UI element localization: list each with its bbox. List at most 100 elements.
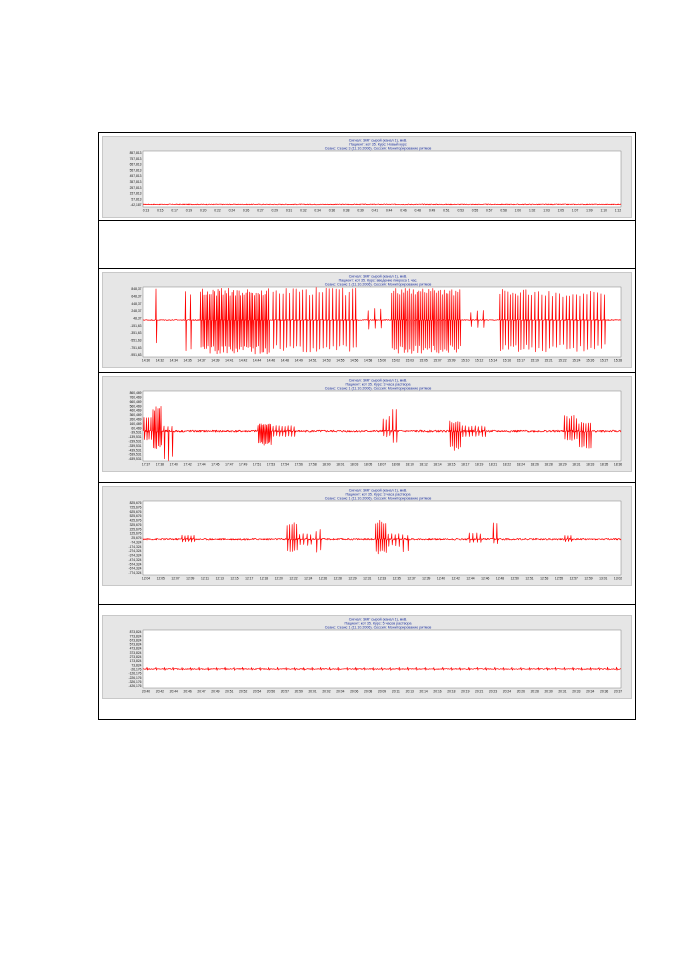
x-tick-label: 1:00	[515, 209, 522, 213]
x-tick-label: 17:49	[239, 463, 247, 467]
emg-signal-line	[142, 287, 622, 355]
x-tick-label: 14:34	[170, 359, 178, 363]
chart-svg: Сигнал: ЭМГ сырой (канал 1), мкВ.Пациент…	[130, 139, 622, 213]
x-tick-label: 15:27	[600, 359, 608, 363]
x-tick-label: 18:19	[475, 463, 483, 467]
x-tick-label: 12:18	[260, 577, 268, 581]
y-tick-label: 325,676	[130, 523, 142, 527]
x-tick-label: 0:41	[372, 209, 379, 213]
x-tick-label: 20:52	[239, 690, 247, 694]
y-tick-label: 157,813	[130, 192, 142, 196]
x-tick-label: 14:49	[295, 359, 303, 363]
x-tick-label: 1:03	[543, 209, 550, 213]
y-tick-label: -274,324	[128, 549, 141, 553]
x-tick-label: 17:42	[184, 463, 192, 467]
x-tick-label: 18:36	[614, 463, 622, 467]
x-tick-label: 18:00	[322, 463, 330, 467]
x-tick-label: 14:37	[197, 359, 205, 363]
x-tick-label: 0:38	[343, 209, 350, 213]
x-tick-label: 12:07	[171, 577, 179, 581]
x-tick-label: 15:07	[433, 359, 441, 363]
x-tick-label: 15:24	[572, 359, 580, 363]
y-tick-label: 73,824	[131, 663, 141, 667]
table-cell-3: Сигнал: ЭМГ сырой (канал 1), мкВ. Пациент…	[99, 373, 635, 483]
x-tick-label: 12:51	[525, 577, 533, 581]
y-tick-label: 225,676	[130, 527, 142, 531]
chart-svg: Сигнал: ЭМГ сырой (канал 1), мкВ.Пациент…	[128, 489, 622, 581]
x-tick-label: 18:28	[544, 463, 552, 467]
x-tick-label: 20:47	[197, 690, 205, 694]
x-tick-label: 0:13	[143, 209, 150, 213]
y-tick-label: 60,469	[131, 426, 141, 430]
x-tick-label: 14:39	[211, 359, 219, 363]
x-tick-label: 14:51	[308, 359, 316, 363]
x-tick-label: 12:05	[157, 577, 165, 581]
y-tick-label: 57,813	[131, 197, 141, 201]
x-tick-label: 12:55	[555, 577, 563, 581]
y-tick-label: 825,676	[130, 501, 142, 505]
x-tick-label: 12:11	[201, 577, 209, 581]
chart-svg: Сигнал: ЭМГ сырой (канал 1), мкВ.Пациент…	[128, 618, 622, 694]
y-tick-label: -426,176	[128, 684, 141, 688]
x-tick-label: 18:15	[447, 463, 455, 467]
x-tick-label: 17:51	[253, 463, 261, 467]
y-tick-label: 457,813	[130, 174, 142, 178]
chart-title-line: Сеанс: Сеанс 1 (11.10.2006). Сессия: Мон…	[325, 626, 432, 630]
y-tick-label: -374,324	[128, 554, 141, 558]
emg-chart-3: Сигнал: ЭМГ сырой (канал 1), мкВ. Пациент…	[102, 376, 632, 472]
x-tick-label: 20:44	[170, 690, 178, 694]
chart-title-line: Сигнал: ЭМГ сырой (канал 1), мкВ.	[349, 618, 407, 622]
x-tick-label: 12:35	[393, 577, 401, 581]
x-tick-label: 1:02	[529, 209, 536, 213]
x-tick-label: 0:39	[357, 209, 364, 213]
x-tick-label: 12:22	[289, 577, 297, 581]
x-tick-label: 0:58	[500, 209, 507, 213]
y-tick-label: 873,824	[130, 630, 142, 634]
x-tick-label: 20:08	[364, 690, 372, 694]
x-tick-label: 18:03	[350, 463, 358, 467]
x-tick-label: 14:41	[225, 359, 233, 363]
y-tick-label: -751,63	[130, 346, 141, 350]
emg-signal-line	[142, 520, 622, 555]
x-tick-label: 15:05	[420, 359, 428, 363]
y-tick-label: 160,469	[130, 422, 142, 426]
x-tick-label: 12:44	[466, 577, 474, 581]
x-tick-label: 12:57	[570, 577, 578, 581]
y-tick-label: -39,531	[130, 431, 141, 435]
x-tick-label: 20:11	[392, 690, 400, 694]
chart-title-line: Сеанс: Сеанс 1 (11.10.2006). Сессия: Мон…	[325, 387, 432, 391]
x-tick-label: 0:19	[186, 209, 193, 213]
y-tick-label: 473,824	[130, 647, 142, 651]
x-tick-label: 14:58	[364, 359, 372, 363]
x-tick-label: 20:51	[225, 690, 233, 694]
chart-title-line: Пациент: кот 35. Курс: введение пикроса …	[339, 279, 418, 283]
x-tick-label: 13:01	[599, 577, 607, 581]
table-cell-5: Сигнал: ЭМГ сырой (канал 1), мкВ. Пациент…	[99, 605, 635, 721]
y-tick-label: 760,469	[130, 396, 142, 400]
x-tick-label: 20:37	[614, 690, 622, 694]
x-tick-label: 18:29	[558, 463, 566, 467]
y-tick-label: 448,37	[131, 302, 141, 306]
x-tick-label: 12:20	[275, 577, 283, 581]
x-tick-label: 0:27	[257, 209, 264, 213]
y-tick-label: 257,813	[130, 186, 142, 190]
y-tick-label: 757,813	[130, 157, 142, 161]
x-tick-label: 15:12	[475, 359, 483, 363]
x-tick-label: 0:48	[415, 209, 422, 213]
y-tick-label: -326,176	[128, 680, 141, 684]
x-tick-label: 20:56	[267, 690, 275, 694]
x-tick-label: 12:53	[540, 577, 548, 581]
y-tick-label: 848,37	[131, 287, 141, 291]
y-tick-label: -239,531	[128, 440, 141, 444]
emg-chart-2: Сигнал: ЭМГ сырой (канал 1), мкВ. Пациент…	[102, 272, 632, 368]
x-tick-label: 15:17	[517, 359, 525, 363]
x-tick-label: 20:36	[600, 690, 608, 694]
x-tick-label: 14:46	[267, 359, 275, 363]
x-tick-label: 12:26	[319, 577, 327, 581]
x-tick-label: 12:15	[230, 577, 238, 581]
x-tick-label: 18:14	[433, 463, 441, 467]
x-tick-label: 15:16	[503, 359, 511, 363]
y-tick-label: -339,531	[128, 444, 141, 448]
chart-svg: Сигнал: ЭМГ сырой (канал 1), мкВ.Пациент…	[130, 275, 622, 363]
y-tick-label: 273,824	[130, 655, 142, 659]
